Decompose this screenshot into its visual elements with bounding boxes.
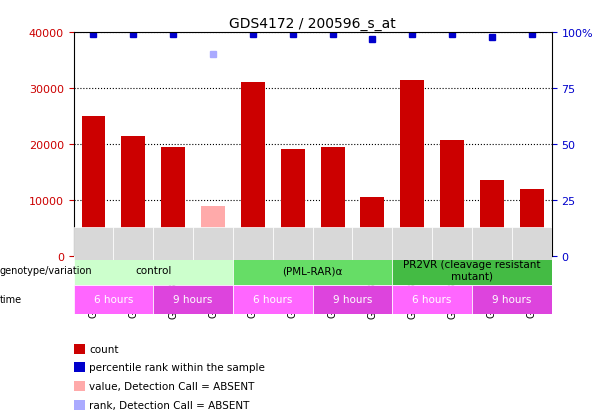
Text: control: control bbox=[135, 266, 172, 275]
FancyBboxPatch shape bbox=[233, 227, 273, 260]
Bar bbox=[520, 189, 544, 256]
FancyBboxPatch shape bbox=[233, 285, 313, 314]
FancyBboxPatch shape bbox=[74, 256, 233, 285]
Text: PR2VR (cleavage resistant
mutant): PR2VR (cleavage resistant mutant) bbox=[403, 260, 541, 281]
Bar bbox=[241, 83, 265, 256]
FancyBboxPatch shape bbox=[472, 285, 552, 314]
Text: 9 hours: 9 hours bbox=[173, 294, 213, 304]
Text: count: count bbox=[89, 344, 118, 354]
Text: rank, Detection Call = ABSENT: rank, Detection Call = ABSENT bbox=[89, 400, 249, 410]
FancyBboxPatch shape bbox=[153, 227, 193, 260]
FancyBboxPatch shape bbox=[432, 227, 472, 260]
Bar bbox=[360, 197, 384, 256]
Text: value, Detection Call = ABSENT: value, Detection Call = ABSENT bbox=[89, 381, 254, 391]
Text: percentile rank within the sample: percentile rank within the sample bbox=[89, 363, 265, 373]
Bar bbox=[161, 147, 185, 256]
Text: time: time bbox=[0, 294, 22, 304]
Bar bbox=[321, 147, 345, 256]
Title: GDS4172 / 200596_s_at: GDS4172 / 200596_s_at bbox=[229, 17, 396, 31]
FancyBboxPatch shape bbox=[113, 227, 153, 260]
FancyBboxPatch shape bbox=[153, 285, 233, 314]
FancyBboxPatch shape bbox=[472, 227, 512, 260]
FancyBboxPatch shape bbox=[512, 227, 552, 260]
FancyBboxPatch shape bbox=[313, 285, 392, 314]
FancyBboxPatch shape bbox=[74, 227, 113, 260]
Bar bbox=[480, 181, 504, 256]
Bar bbox=[440, 141, 464, 256]
FancyBboxPatch shape bbox=[392, 256, 552, 285]
FancyBboxPatch shape bbox=[352, 227, 392, 260]
Bar bbox=[121, 136, 145, 256]
FancyBboxPatch shape bbox=[313, 227, 352, 260]
Text: 6 hours: 6 hours bbox=[413, 294, 452, 304]
Bar bbox=[201, 207, 225, 256]
FancyBboxPatch shape bbox=[233, 256, 392, 285]
Text: 9 hours: 9 hours bbox=[492, 294, 531, 304]
Text: 6 hours: 6 hours bbox=[94, 294, 133, 304]
FancyBboxPatch shape bbox=[392, 227, 432, 260]
FancyBboxPatch shape bbox=[193, 227, 233, 260]
Bar bbox=[400, 81, 424, 256]
Text: genotype/variation: genotype/variation bbox=[0, 266, 93, 275]
Text: (PML-RAR)α: (PML-RAR)α bbox=[283, 266, 343, 275]
Bar bbox=[82, 116, 105, 256]
Bar bbox=[281, 150, 305, 256]
Text: 6 hours: 6 hours bbox=[253, 294, 292, 304]
FancyBboxPatch shape bbox=[273, 227, 313, 260]
Text: 9 hours: 9 hours bbox=[333, 294, 372, 304]
FancyBboxPatch shape bbox=[74, 285, 153, 314]
FancyBboxPatch shape bbox=[392, 285, 472, 314]
